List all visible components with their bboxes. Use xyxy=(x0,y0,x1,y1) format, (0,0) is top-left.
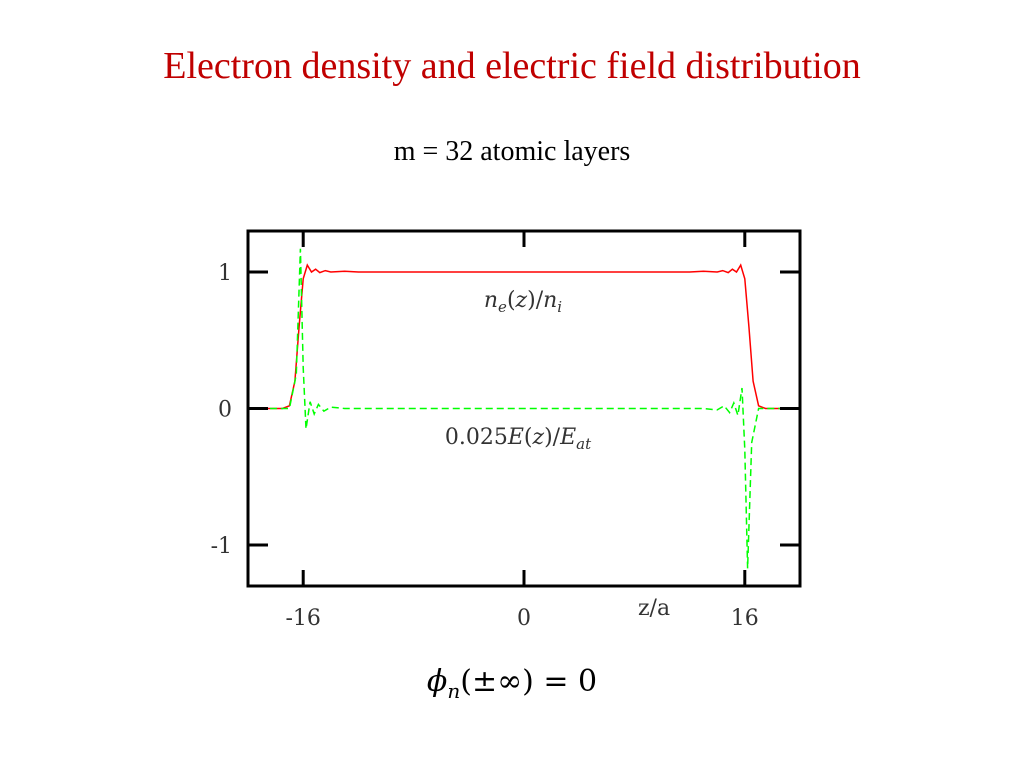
x-tick-label: 0 xyxy=(517,606,531,631)
slide-title: Electron density and electric field dist… xyxy=(163,45,861,87)
y-tick-label: -1 xyxy=(211,534,232,559)
density-series-label: ne(z)/ni xyxy=(484,288,562,316)
plot-layer xyxy=(248,248,800,569)
x-tick-label: 16 xyxy=(731,606,759,631)
x-axis-label: z/a xyxy=(638,596,670,621)
phi-subscript: n xyxy=(447,679,461,703)
y-tick-label: 0 xyxy=(218,398,232,423)
tick-layer: -16 0 16 1 0 -1 xyxy=(211,231,800,631)
slide-subtitle: m = 32 atomic layers xyxy=(393,136,631,167)
formula-rest: (±∞) = 0 xyxy=(460,664,598,699)
y-tick-label: 1 xyxy=(218,261,232,286)
series-line-density xyxy=(248,263,800,410)
phi-symbol: ϕ xyxy=(426,664,448,699)
boundary-condition-formula: ϕn(±∞) = 0 xyxy=(0,664,1024,703)
series-line-field xyxy=(248,248,800,569)
field-series-label: 0.025E(z)/Eat xyxy=(445,425,592,453)
x-tick-label: -16 xyxy=(285,606,320,631)
